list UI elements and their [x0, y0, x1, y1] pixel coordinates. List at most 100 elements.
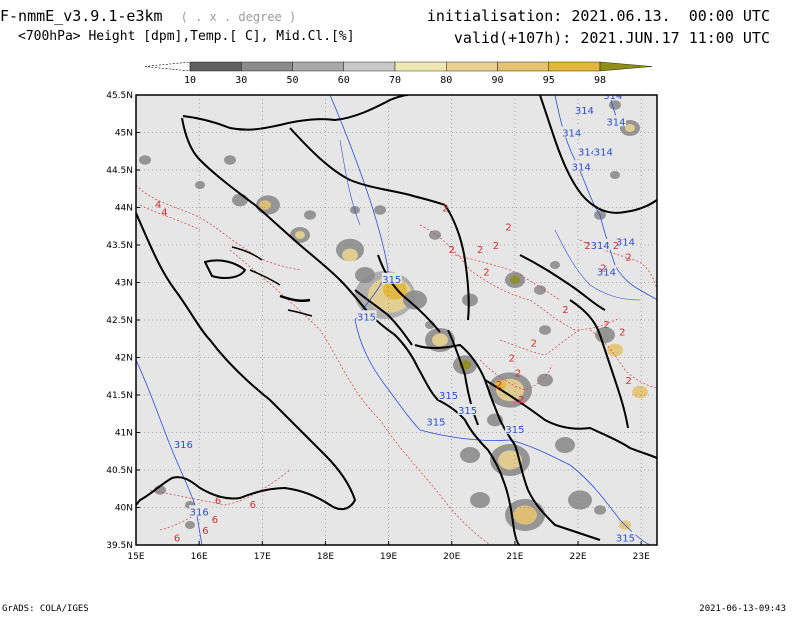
- temp-contour-6: [149, 469, 291, 506]
- temperature-label: 2: [603, 320, 609, 331]
- colorbar-tick-label: 50: [286, 75, 298, 86]
- height-contour-316: [136, 359, 203, 545]
- height-label-bg: [593, 145, 614, 157]
- longitude-label: 21E: [506, 552, 523, 562]
- colorbar-low-arrow: [144, 61, 191, 72]
- temperature-label: 2: [619, 327, 625, 338]
- temp-contour-2d: [499, 329, 581, 356]
- init-time: initialisation: 2021.06.13. 00:00 UTC: [427, 7, 770, 25]
- cloud-patch: [607, 343, 623, 357]
- border-sava: [289, 127, 446, 206]
- height-label: 315: [357, 312, 376, 323]
- latitude-label: 41N: [115, 429, 133, 439]
- temperature-contours: [136, 184, 657, 545]
- height-label-bg: [504, 422, 525, 434]
- latitude-label: 39.5N: [106, 541, 133, 551]
- height-contours: [136, 95, 657, 545]
- latitude-label: 43.5N: [106, 241, 133, 251]
- temperature-label: 2: [518, 395, 524, 406]
- temperature-label: 2: [531, 339, 537, 350]
- height-label: 314: [606, 117, 625, 128]
- height-label: 314: [578, 147, 597, 158]
- temperature-label: 2: [509, 354, 515, 365]
- coastline-adriatic-east: [181, 117, 521, 545]
- cloud-patch: [534, 285, 546, 295]
- temperature-label: 2: [562, 305, 568, 316]
- latitude-label: 43N: [115, 279, 133, 289]
- height-label-bg: [381, 272, 402, 284]
- latitude-label: 40.5N: [106, 466, 133, 476]
- island-2: [249, 269, 281, 286]
- temperature-label: 6: [174, 534, 180, 545]
- border-central: [444, 204, 470, 321]
- cloud-patch: [432, 333, 448, 347]
- height-label: 315: [426, 417, 445, 428]
- latitude-label: 45.5N: [106, 91, 133, 101]
- height-contour-315: [329, 95, 651, 545]
- cloud-patch: [625, 124, 635, 132]
- temperature-label: 4: [161, 207, 167, 218]
- cloud-patch: [295, 231, 305, 239]
- cloud-patch: [539, 325, 551, 335]
- cloud-patch: [568, 490, 592, 510]
- island-3: [279, 294, 311, 303]
- height-label-bg: [574, 104, 595, 115]
- height-label-bg: [457, 404, 478, 415]
- longitude-label: 15E: [127, 552, 144, 562]
- height-label: 315: [616, 534, 635, 545]
- latitude-label: 41.5N: [106, 391, 133, 401]
- temperature-label: 6: [212, 515, 218, 526]
- height-label: 315: [382, 275, 401, 286]
- height-label-bg: [561, 126, 582, 138]
- longitude-label: 17E: [254, 552, 271, 562]
- temperature-label: 6: [202, 526, 208, 537]
- colorbar-segment: [497, 61, 549, 72]
- footer-timestamp: 2021-06-13-09:43: [699, 604, 786, 614]
- init-label: initialisation:: [426, 7, 563, 25]
- temp-contour-4b: [139, 204, 201, 231]
- cloud-patch: [355, 267, 375, 283]
- temperature-label: 2: [477, 245, 483, 256]
- height-label: 316: [174, 440, 193, 451]
- river-1: [339, 139, 361, 226]
- temperature-label: 6: [215, 496, 221, 507]
- height-label: 314: [591, 241, 610, 252]
- cloud-patch: [429, 230, 441, 240]
- cloud-patch: [594, 505, 606, 515]
- colorbar-segment: [343, 61, 396, 72]
- axis-labels: 45.5N 45N 44.5N 44N 43.5N 43N 42.5N 42N 41.5N 41N…: [106, 91, 650, 562]
- latitude-label: 44.5N: [106, 166, 133, 176]
- height-label-bg: [615, 531, 636, 543]
- height-label-bg: [189, 505, 210, 517]
- temp-contour-6b: [159, 504, 211, 531]
- height-label: 314: [562, 129, 581, 140]
- temp-contour-2f: [589, 329, 657, 389]
- cloud-patch: [632, 385, 648, 399]
- colorbar-tick-label: 30: [235, 75, 247, 86]
- cloud-patch: [403, 290, 427, 310]
- temperature-label: 2: [625, 376, 631, 387]
- temp-contour-2b: [454, 254, 561, 301]
- height-label: 314: [603, 91, 622, 102]
- longitude-label: 19E: [380, 552, 397, 562]
- height-label: 314: [616, 237, 635, 248]
- height-label: 314: [597, 267, 616, 278]
- cloud-patch: [342, 248, 358, 262]
- latitude-label: 42.5N: [106, 316, 133, 326]
- coastline-gargano: [204, 259, 246, 279]
- height-label: 315: [505, 425, 524, 436]
- temp-contour-4: [136, 184, 301, 271]
- border-north: [182, 95, 409, 131]
- init-value: 2021.06.13. 00:00 UTC: [571, 7, 770, 25]
- height-label-bg: [596, 265, 617, 277]
- cloud-patch: [595, 327, 615, 343]
- valid-time: valid(+107h): 2021.JUN.17 11:00 UTC: [454, 29, 770, 47]
- height-label: 314: [594, 147, 613, 158]
- height-label-bg: [571, 160, 592, 172]
- longitude-label: 18E: [317, 552, 334, 562]
- cloud-patch: [555, 437, 575, 453]
- temperature-label: 2: [505, 222, 511, 233]
- colorbar-tick-label: 90: [491, 75, 503, 86]
- height-label-bg: [438, 389, 459, 400]
